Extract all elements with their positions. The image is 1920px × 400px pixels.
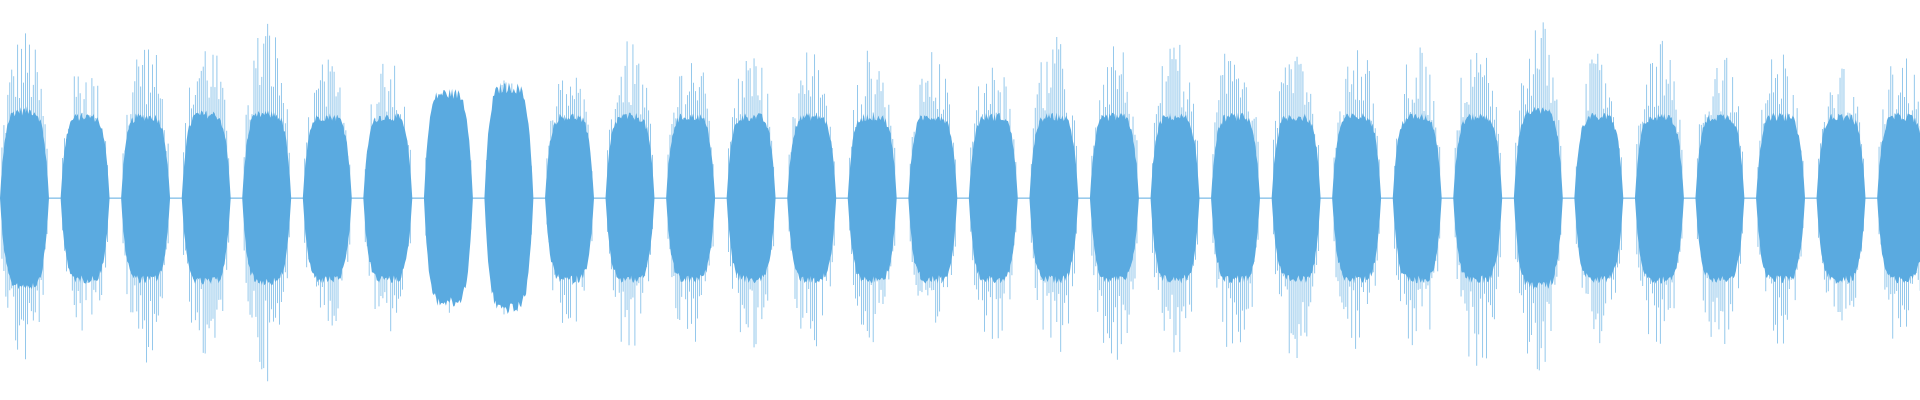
- waveform-body: [1150, 112, 1200, 284]
- waveform-body: [1211, 112, 1260, 284]
- waveform-burst: [666, 63, 716, 342]
- waveform-body: [847, 112, 897, 283]
- waveform-burst: [1453, 52, 1503, 366]
- waveform-body: [1816, 113, 1866, 284]
- waveform-burst: [1392, 47, 1442, 346]
- waveform-body: [787, 112, 837, 284]
- waveform-burst: [1877, 58, 1920, 339]
- waveform-burst: [1211, 53, 1260, 347]
- waveform-burst: [302, 59, 352, 326]
- waveform-body: [1029, 112, 1079, 284]
- waveform-body: [1513, 106, 1563, 290]
- waveform-body: [1695, 114, 1745, 283]
- waveform-body: [1332, 113, 1382, 284]
- waveform-body: [666, 113, 716, 283]
- waveform-burst: [1150, 44, 1200, 353]
- waveform-burst: [121, 49, 171, 363]
- waveform-burst: [1089, 46, 1139, 360]
- waveform-body: [1453, 112, 1503, 284]
- waveform-body: [242, 110, 292, 286]
- waveform-burst: [1695, 57, 1745, 344]
- waveform-burst: [0, 33, 49, 360]
- waveform-burst: [1029, 36, 1079, 352]
- waveform-burst: [423, 88, 473, 313]
- waveform-body: [968, 113, 1018, 284]
- waveform-body: [1574, 112, 1624, 284]
- waveform-body: [0, 106, 49, 290]
- waveform-body: [726, 113, 776, 284]
- waveform-burst: [1634, 40, 1684, 344]
- waveform-burst: [1332, 50, 1382, 349]
- waveform-body: [363, 113, 413, 283]
- waveform-body: [908, 115, 958, 284]
- waveform-burst: [1271, 56, 1321, 359]
- waveform-body: [181, 110, 231, 285]
- waveform-burst: [605, 41, 655, 346]
- waveform-body: [1756, 112, 1806, 284]
- waveform-burst: [1816, 68, 1866, 321]
- waveform-burst: [363, 63, 413, 332]
- waveform-burst: [1513, 22, 1563, 371]
- waveform-body: [605, 112, 655, 283]
- waveform-burst: [484, 80, 534, 315]
- waveform-body: [1634, 113, 1684, 284]
- waveform-burst: [545, 77, 594, 323]
- waveform-body: [121, 113, 171, 284]
- waveform-body: [484, 82, 534, 314]
- waveform-burst: [1756, 54, 1806, 344]
- waveform-burst: [787, 52, 837, 347]
- waveform-burst: [1574, 53, 1624, 344]
- waveform-body: [60, 112, 110, 284]
- waveform-body: [302, 113, 352, 283]
- waveform-burst: [847, 50, 897, 343]
- waveform-burst: [242, 23, 292, 382]
- waveform-body: [1271, 113, 1321, 283]
- waveform-burst: [60, 76, 110, 331]
- waveform-burst: [968, 67, 1018, 339]
- waveform-burst: [726, 58, 776, 348]
- waveform-burst: [181, 51, 231, 354]
- waveform-body: [1877, 112, 1920, 284]
- waveform-body: [1392, 112, 1442, 284]
- waveform-body: [1089, 112, 1139, 283]
- waveform-body: [545, 113, 594, 284]
- waveform-burst: [908, 52, 958, 323]
- waveform-body: [423, 88, 473, 307]
